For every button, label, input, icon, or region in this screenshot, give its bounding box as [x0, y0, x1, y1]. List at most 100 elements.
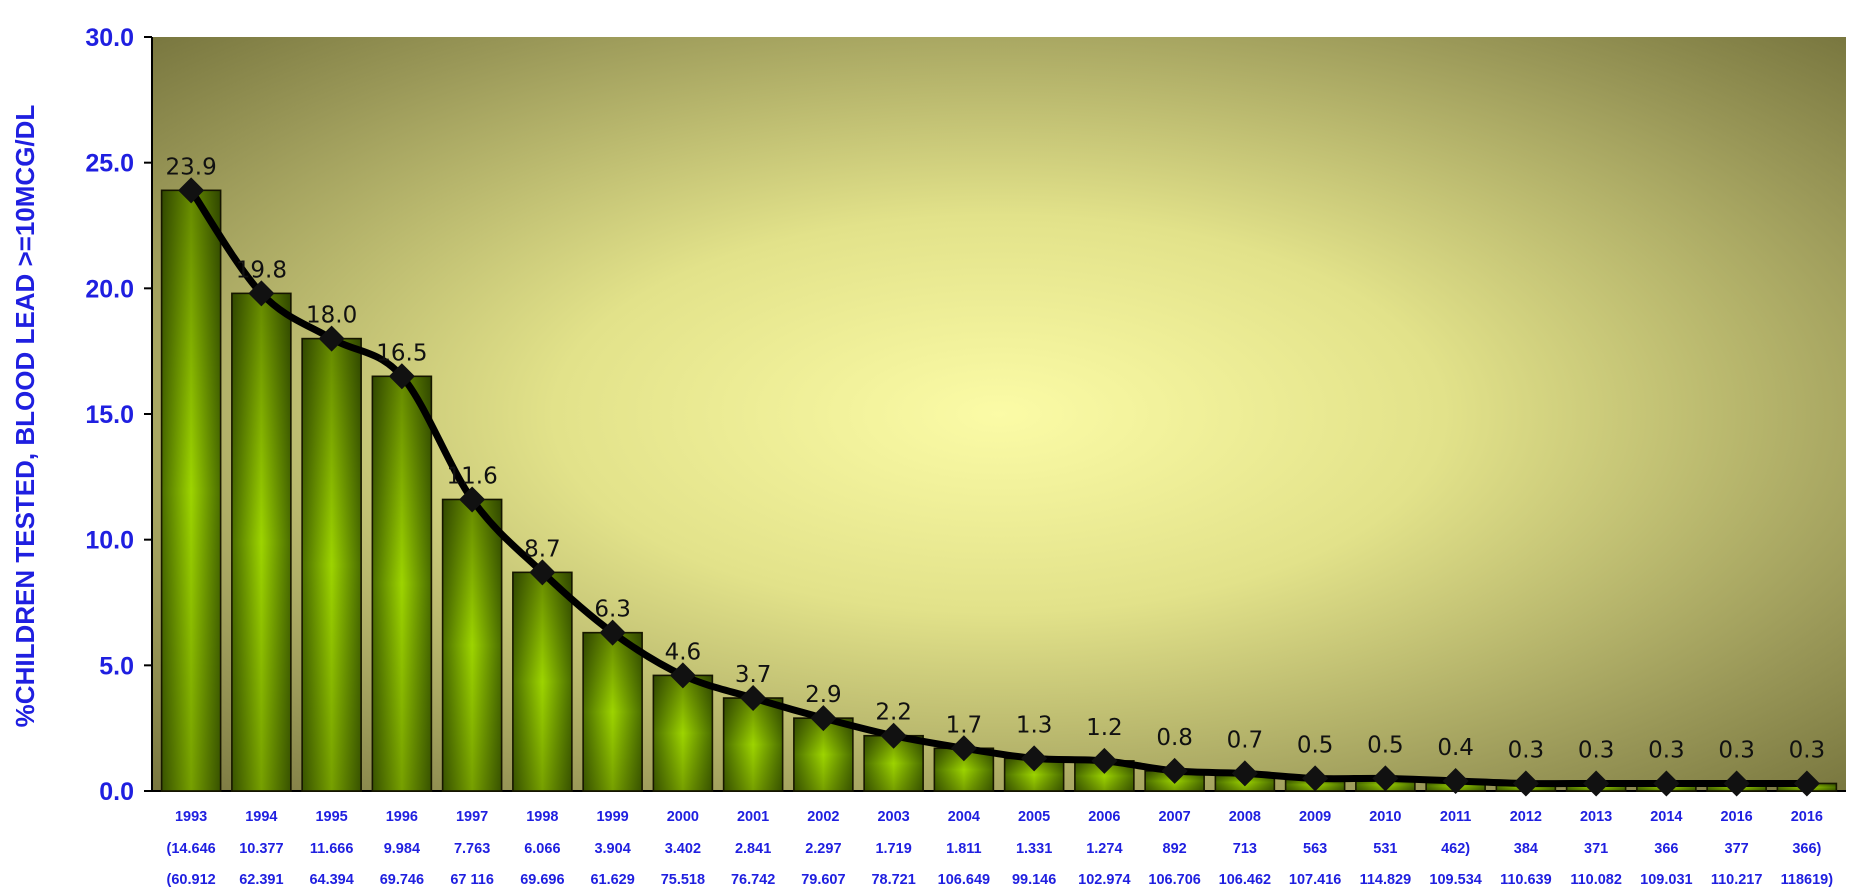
- x-tick-label: 2010: [1369, 809, 1401, 825]
- x-tick-label: 892: [1163, 841, 1187, 857]
- x-tick-label: 366: [1654, 841, 1678, 857]
- x-tick-label: 2006: [1088, 809, 1120, 825]
- x-tick-label: 531: [1373, 841, 1397, 857]
- x-tick-label: 2007: [1158, 809, 1190, 825]
- x-tick-label: 366): [1792, 841, 1821, 857]
- data-label: 0.7: [1227, 727, 1264, 753]
- x-tick-label: 2014: [1650, 809, 1682, 825]
- bar-shade: [583, 632, 643, 791]
- trend-line-group: [178, 177, 1820, 797]
- x-tick-label: 2002: [807, 809, 839, 825]
- data-label: 0.3: [1578, 737, 1615, 763]
- data-label: 23.9: [166, 154, 217, 180]
- x-tick-label: 75.518: [661, 872, 705, 888]
- x-tick-label: 3.402: [665, 841, 701, 857]
- x-tick-label: 1993: [175, 809, 207, 825]
- x-tick-label: 2013: [1580, 809, 1612, 825]
- plot-area: [152, 37, 1846, 791]
- trend-marker: [459, 486, 486, 513]
- data-label: 4.6: [665, 639, 702, 665]
- x-tick-label: 2008: [1229, 809, 1261, 825]
- x-tick-label: (14.646: [167, 841, 216, 857]
- data-label: 1.3: [1016, 712, 1053, 738]
- y-tick-label: 30.0: [85, 24, 134, 52]
- y-tick-label: 15.0: [85, 401, 134, 429]
- trend-marker: [1723, 770, 1750, 797]
- x-tick-label: 1997: [456, 809, 488, 825]
- x-tick-label: 106.462: [1219, 872, 1271, 888]
- x-tick-label: 2005: [1018, 809, 1050, 825]
- bar: [160, 189, 222, 792]
- trend-marker: [1583, 770, 1610, 797]
- data-label: 16.5: [376, 340, 427, 366]
- bar: [582, 631, 643, 792]
- bar-shade: [442, 499, 502, 791]
- y-tick-label: 25.0: [85, 150, 134, 178]
- bar-shade: [302, 338, 362, 791]
- trend-marker: [1021, 745, 1048, 772]
- x-tick-label: 377: [1725, 841, 1749, 857]
- data-label: 0.8: [1156, 725, 1193, 751]
- bar: [441, 498, 503, 792]
- data-label: 0.3: [1508, 737, 1545, 763]
- x-tick-label: 371: [1584, 841, 1608, 857]
- x-tick-label: 1996: [386, 809, 418, 825]
- trend-marker: [318, 325, 345, 352]
- trend-marker: [1512, 770, 1539, 797]
- x-tick-label: 114.829: [1360, 872, 1412, 888]
- bar-shade: [161, 190, 221, 791]
- trend-marker: [1653, 770, 1680, 797]
- x-tick-label: 102.974: [1078, 872, 1130, 888]
- x-tick-label: 3.904: [594, 841, 630, 857]
- x-tick-label: 99.146: [1012, 872, 1056, 888]
- bar-shade: [653, 675, 713, 791]
- x-tick-label: 69.746: [380, 872, 424, 888]
- x-tick-label: 69.696: [520, 872, 564, 888]
- x-tick-label: 110.217: [1711, 872, 1763, 888]
- trend-marker: [178, 177, 205, 204]
- x-tick-label: 1.719: [875, 841, 911, 857]
- x-tick-label: 1995: [315, 809, 347, 825]
- y-tick-label: 5.0: [99, 652, 134, 680]
- x-tick-label: 7.763: [454, 841, 490, 857]
- x-tick-label: 1998: [526, 809, 558, 825]
- x-tick-label: 10.377: [239, 841, 283, 857]
- trend-marker: [1161, 757, 1188, 784]
- trend-marker: [1091, 747, 1118, 774]
- bar: [722, 697, 784, 792]
- x-tick-label: 109.031: [1640, 872, 1692, 888]
- trend-marker: [950, 735, 977, 762]
- x-tick-label: 61.629: [590, 872, 634, 888]
- x-tick-label: 64.394: [309, 872, 353, 888]
- x-tick-label: 2000: [667, 809, 699, 825]
- bar-shade: [723, 698, 783, 791]
- x-tick-label: 9.984: [384, 841, 420, 857]
- data-label: 2.2: [875, 700, 912, 726]
- trend-marker: [810, 705, 837, 732]
- data-label: 8.7: [524, 536, 561, 562]
- x-tick-label: 2001: [737, 809, 769, 825]
- trend-marker: [880, 722, 907, 749]
- x-tick-label: 11.666: [310, 841, 354, 857]
- trend-marker: [248, 280, 275, 307]
- data-label: 19.8: [236, 257, 287, 283]
- x-tick-label: 76.742: [731, 872, 775, 888]
- bar-shade: [512, 572, 572, 791]
- y-tick-label: 0.0: [99, 778, 134, 806]
- x-tick-label: 1.811: [946, 841, 982, 857]
- trend-marker: [599, 619, 626, 646]
- x-tick-label: 110.639: [1500, 872, 1552, 888]
- x-tick-label: 78.721: [871, 872, 915, 888]
- x-tick-label: 1994: [245, 809, 277, 825]
- x-tick-label: 2.297: [805, 841, 841, 857]
- data-label: 18.0: [306, 303, 357, 329]
- trend-marker: [388, 363, 415, 390]
- trend-marker: [529, 559, 556, 586]
- y-axis-label: %CHILDREN TESTED, BLOOD LEAD >=10MCG/DL: [10, 105, 40, 728]
- bar: [652, 674, 714, 792]
- data-label: 0.3: [1648, 737, 1685, 763]
- x-tick-label: 1.331: [1016, 841, 1052, 857]
- x-tick-label: 2016: [1791, 809, 1823, 825]
- bar: [512, 571, 573, 792]
